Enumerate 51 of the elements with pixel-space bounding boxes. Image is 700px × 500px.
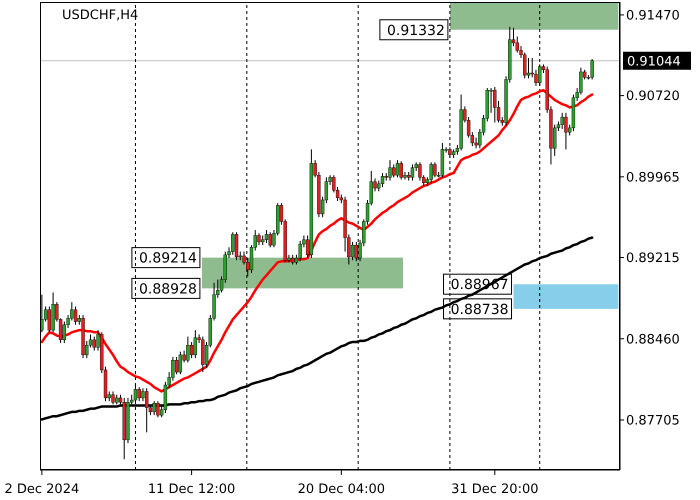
- y-tick-label: 0.87705: [626, 414, 680, 429]
- candlestick: [538, 64, 542, 86]
- annotation: 0.88738: [450, 302, 509, 318]
- annotation: 0.88928: [138, 281, 197, 298]
- x-tick-label: 2 Dec 2024: [4, 482, 80, 497]
- candlestick: [590, 58, 594, 80]
- candlestick: [410, 164, 414, 182]
- y-tick-label: 0.90720: [626, 89, 680, 104]
- candlestick: [152, 400, 156, 416]
- candlestick: [429, 162, 433, 184]
- candlestick: [396, 160, 400, 178]
- candlestick: [234, 232, 238, 261]
- candlestick: [392, 164, 396, 178]
- candlestick: [400, 160, 403, 180]
- x-tick-label: 20 Dec 04:00: [298, 482, 386, 497]
- y-tick-label: 0.89965: [626, 170, 680, 186]
- candlestick: [231, 232, 234, 256]
- candlestick: [433, 162, 437, 178]
- candlestick: [493, 86, 497, 123]
- candlestick: [380, 172, 384, 188]
- candlestick: [257, 232, 261, 246]
- candlestick: [350, 241, 354, 261]
- candlestick: [526, 57, 530, 79]
- y-tick-label: 0.91470: [626, 8, 680, 24]
- ref-line-label: 0.91044: [627, 54, 681, 70]
- y-tick-label: 0.88460: [626, 332, 680, 348]
- candlestick: [564, 112, 568, 150]
- candlestick: [48, 306, 52, 333]
- candlestick: [190, 341, 194, 359]
- x-tick-label: 11 Dec 12:00: [148, 482, 236, 497]
- y-tick-label: 0.89215: [626, 251, 680, 266]
- candlestick: [156, 400, 160, 418]
- annotation: 0.91332: [386, 22, 445, 39]
- candlestick: [137, 386, 141, 402]
- annotation: 0.89214: [138, 250, 197, 267]
- candlestick: [560, 112, 564, 130]
- line-series: [40, 88, 594, 393]
- text: USDCHF,H4: [62, 8, 138, 23]
- candlestick: [268, 232, 272, 248]
- x-tick-label: 31 Dec 20:00: [451, 482, 539, 497]
- candlestick: [178, 351, 182, 375]
- candlestick: [264, 230, 268, 244]
- candlestick: [115, 394, 118, 405]
- candlestick: [111, 390, 115, 405]
- candlestick: [194, 330, 198, 359]
- candlestick: [290, 254, 294, 266]
- candlestick: [174, 356, 178, 375]
- candlestick: [186, 336, 190, 363]
- candlestick: [92, 336, 96, 352]
- candlestick: [388, 160, 392, 182]
- candlestick: [74, 306, 78, 326]
